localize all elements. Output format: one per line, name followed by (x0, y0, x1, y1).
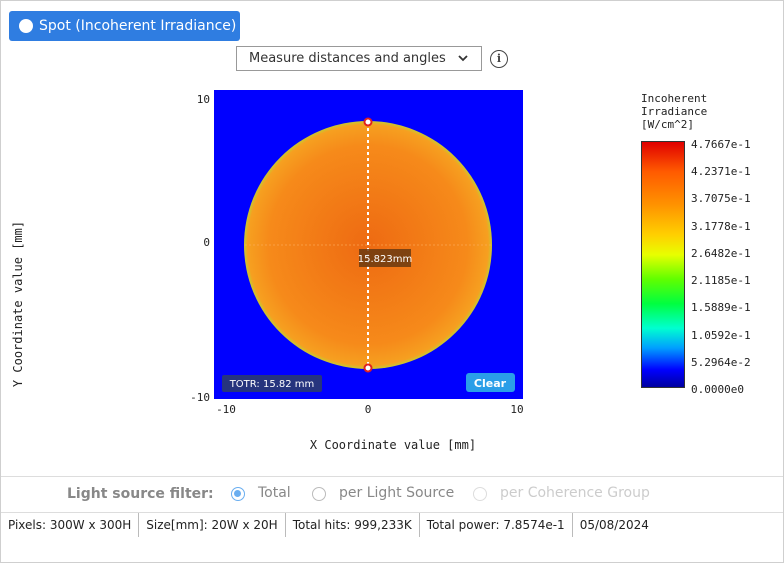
status-item: 05/08/2024 (579, 518, 649, 532)
radio-total[interactable] (231, 487, 245, 501)
filter-label: Light source filter: (67, 486, 214, 502)
dropdown-text: Measure distances and angles (249, 51, 446, 66)
y-tick-label: 0 (203, 236, 210, 249)
y-tick-label: -10 (190, 391, 210, 404)
status-bar: Pixels: 300W x 300H Size[mm]: 20W x 20H To… (1, 513, 656, 537)
star-icon (19, 19, 33, 33)
x-tick-label: 0 (365, 403, 372, 416)
colorbar (641, 141, 685, 388)
readout-bg (222, 375, 322, 392)
colorbar-title-line: Irradiance (641, 105, 708, 118)
colorbar-label: 2.1185e-1 (691, 274, 751, 288)
y-axis-label: Y Coordinate value [mm] (11, 221, 25, 387)
radio-dot (234, 490, 241, 497)
option-total[interactable]: Total (258, 485, 291, 501)
colorbar-label: 3.7075e-1 (691, 192, 751, 206)
colorbar-label: 1.5889e-1 (691, 301, 751, 315)
colorbar-label: 4.7667e-1 (691, 138, 751, 151)
radio-light-source[interactable] (312, 487, 326, 501)
x-tick-label: -10 (216, 403, 236, 416)
clear-button[interactable] (466, 373, 515, 392)
measure-dropdown[interactable]: Measure distances and angles (236, 46, 482, 71)
measure-label: 15.823mm (358, 254, 412, 265)
colorbar-label: 0.0000e0 (691, 383, 744, 396)
colorbar-title-line: [W/cm^2] (641, 118, 694, 131)
filter-row: Light source filter: Total per Light Sou… (1, 476, 783, 513)
x-tick-label: 10 (510, 403, 523, 416)
colorbar-title: Incoherent Irradiance [W/cm^2] (641, 92, 707, 131)
colorbar-label: 4.2371e-1 (691, 165, 751, 179)
measure-point[interactable] (363, 117, 373, 127)
colorbar-label: 1.0592e-1 (691, 328, 751, 342)
clear-text: Clear (474, 377, 507, 390)
readout: TOTR: 15.82 mm (229, 379, 315, 390)
spot-button[interactable]: Spot (Incoherent Irradiance) (9, 11, 240, 41)
measure-label-bg (359, 249, 411, 267)
option-coherence[interactable]: per Coherence Group (500, 485, 650, 501)
y-tick-label: 10 (197, 93, 210, 106)
colorbar-label: 3.1778e-1 (691, 219, 751, 233)
info-icon[interactable]: i (490, 50, 508, 68)
dropdown-arrow (458, 55, 468, 62)
radio-coherence[interactable] (473, 487, 487, 501)
colorbar-label: 5.2964e-2 (691, 355, 751, 369)
status-item: Pixels: 300W x 300H (1, 513, 140, 537)
plot: 15.823mm TOTR: 15.82 mm Clear 10 0 -10 -… (11, 90, 524, 452)
status-item: Total hits: 999,233K (286, 513, 420, 537)
colorbar-title-line: Incoherent (641, 92, 708, 105)
x-axis-label: X Coordinate value [mm] (310, 438, 476, 452)
measure-point[interactable] (363, 363, 373, 373)
status-item: Total power: 7.8574e-1 (420, 513, 573, 537)
colorbar-label: 2.6482e-1 (691, 246, 751, 260)
option-light-source[interactable]: per Light Source (339, 485, 455, 501)
status-item: Size[mm]: 20W x 20H (139, 513, 286, 537)
